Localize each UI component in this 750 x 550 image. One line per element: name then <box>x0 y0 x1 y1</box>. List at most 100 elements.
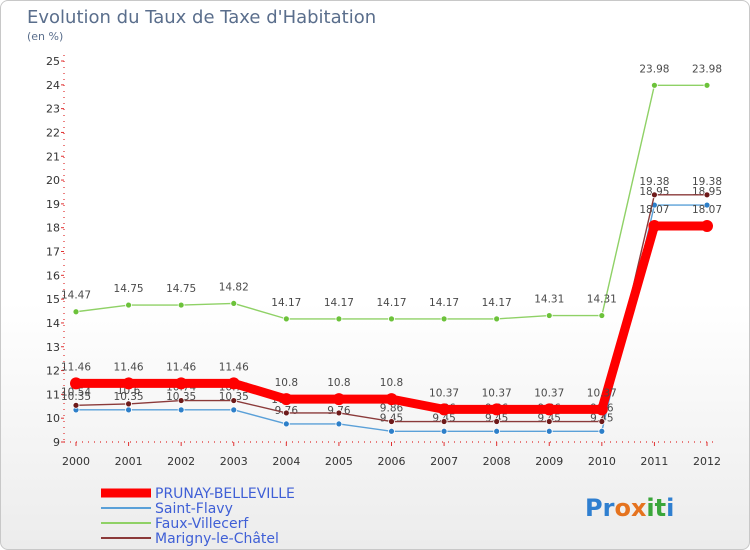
data-point <box>227 377 240 390</box>
data-point <box>388 418 395 425</box>
y-tick-label: 12 <box>46 365 60 378</box>
data-point <box>230 406 238 414</box>
x-tick-label: 2007 <box>430 455 458 468</box>
data-label: 23.98 <box>692 63 722 75</box>
data-point <box>177 406 185 414</box>
y-tick-label: 22 <box>46 126 60 139</box>
data-point <box>651 191 658 199</box>
axes: 9 10 11 12 13 14 15 16 17 18 19 20 21 22 23 24 25 2000 200… <box>46 55 721 468</box>
legend-label: Saint-Flavy <box>155 501 233 517</box>
data-label: 10.37 <box>429 387 459 399</box>
y-tick-label: 24 <box>46 79 60 92</box>
y-tick-label: 19 <box>46 198 60 211</box>
logo-letter: i <box>666 494 674 522</box>
data-point <box>545 418 553 425</box>
data-point <box>282 420 290 428</box>
x-tick-label: 2011 <box>640 455 668 468</box>
data-label: 11.46 <box>114 361 144 373</box>
data-point <box>440 418 448 425</box>
legend-label: PRUNAY-BELLEVILLE <box>155 486 295 502</box>
y-tick-label: 10 <box>46 412 60 425</box>
data-point <box>177 397 185 404</box>
data-point <box>280 393 293 406</box>
logo-letter: x <box>631 494 647 522</box>
data-label: 10.35 <box>61 391 91 403</box>
data-label: 10.8 <box>380 377 403 389</box>
data-label: 10.37 <box>587 387 617 399</box>
data-point <box>332 393 345 406</box>
data-label: 14.17 <box>271 297 301 309</box>
data-label: 19.38 <box>692 176 722 188</box>
data-point <box>545 427 553 435</box>
data-label: 10.35 <box>166 391 196 403</box>
data-label: 18.07 <box>692 204 722 216</box>
chart-title: Evolution du Taux de Taxe d'Habitation <box>27 7 377 28</box>
data-point <box>230 300 238 307</box>
data-label: 18.07 <box>639 204 669 216</box>
data-label: 10.35 <box>219 391 249 403</box>
data-point <box>72 401 80 409</box>
x-tick-label: 2004 <box>272 455 300 468</box>
x-tick-label: 2005 <box>325 455 353 468</box>
data-point <box>490 403 503 416</box>
data-point <box>493 418 501 425</box>
data-point <box>125 406 132 414</box>
logo-letter: t <box>655 494 666 522</box>
data-label: 11.46 <box>166 361 196 373</box>
data-point <box>122 377 135 390</box>
series-prunay-belleville: 11.46 11.46 11.46 11.46 10.8 10.8 10.8 10.37 10.… <box>61 204 722 416</box>
data-point <box>438 403 451 416</box>
data-label: 10.37 <box>482 387 512 399</box>
data-point <box>493 315 501 323</box>
x-tick-label: 2008 <box>483 455 511 468</box>
data-point <box>388 427 395 435</box>
data-point <box>177 301 185 309</box>
legend-label: Faux-Villecerf <box>155 516 249 532</box>
data-point <box>701 220 713 233</box>
data-point <box>175 377 188 390</box>
data-point <box>335 420 343 428</box>
data-point <box>70 377 82 390</box>
logo-text: Proxiti <box>585 494 674 522</box>
data-point <box>598 312 606 319</box>
data-label: 14.31 <box>534 294 564 306</box>
x-tick-label: 2010 <box>588 455 616 468</box>
x-tick-label: 2012 <box>693 455 721 468</box>
x-tick-label: 2009 <box>535 455 563 468</box>
chart-subtitle: (en %) <box>27 30 64 43</box>
y-tick-label: 23 <box>46 103 60 116</box>
data-label: 10.35 <box>114 391 144 403</box>
data-label: 10.8 <box>275 377 298 389</box>
data-point <box>282 315 290 323</box>
data-point <box>595 403 608 416</box>
data-point <box>440 315 448 323</box>
data-point <box>648 220 661 233</box>
y-tick-label: 13 <box>46 341 60 354</box>
series-faux-villecerf: 14.47 14.75 14.75 14.82 14.17 14.17 14.17 14.17… <box>61 63 722 323</box>
data-label: 10.37 <box>534 387 564 399</box>
data-point <box>545 312 553 319</box>
y-tick-label: 17 <box>46 246 60 259</box>
data-label: 9.86 <box>380 403 404 415</box>
data-point <box>440 427 448 435</box>
data-label: 14.17 <box>376 297 406 309</box>
data-label: 14.47 <box>61 290 91 302</box>
data-point <box>282 409 290 417</box>
data-label: 14.82 <box>219 281 249 293</box>
plot-area: 14.47 14.75 14.75 14.82 14.17 14.17 14.17 14.17… <box>61 63 722 435</box>
data-point <box>230 397 238 404</box>
data-point <box>335 409 343 417</box>
data-label: 10.8 <box>327 377 350 389</box>
y-tick-label: 18 <box>46 222 60 235</box>
y-tick-label: 20 <box>46 174 60 187</box>
data-label: 14.17 <box>324 297 354 309</box>
x-tick-label: 2001 <box>115 455 143 468</box>
data-label: 14.31 <box>587 294 617 306</box>
data-point <box>703 201 711 209</box>
data-point <box>388 315 395 323</box>
data-label: 19.38 <box>639 176 669 188</box>
x-tick-label: 2002 <box>167 455 195 468</box>
y-tick-label: 9 <box>53 436 60 449</box>
